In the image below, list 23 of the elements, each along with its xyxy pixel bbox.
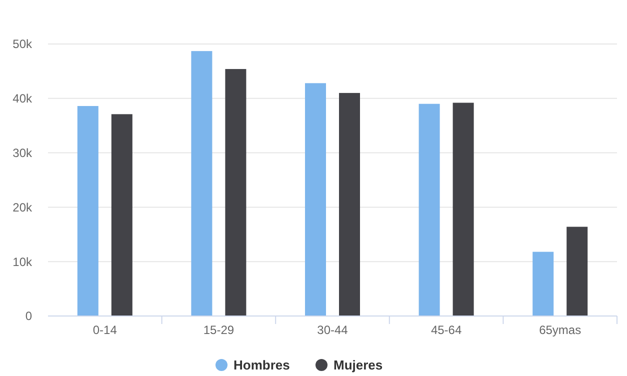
y-tick-label: 40k — [12, 92, 33, 106]
y-tick-label: 50k — [12, 37, 33, 52]
x-tick-label: 65ymas — [539, 323, 582, 337]
bar — [111, 114, 132, 316]
y-tick-label: 30k — [12, 146, 33, 160]
y-tick-label: 0 — [25, 309, 32, 324]
legend-label: Mujeres — [334, 358, 383, 373]
x-tick-label: 15-29 — [203, 323, 234, 337]
y-tick-label: 20k — [12, 200, 33, 214]
bar — [532, 252, 554, 316]
bar — [305, 83, 326, 316]
bar — [77, 106, 98, 316]
x-tick-label: 0-14 — [92, 323, 118, 337]
x-tick-label: 45-64 — [430, 323, 462, 337]
bar — [418, 104, 440, 316]
bar — [339, 92, 360, 316]
y-tick-label: 10k — [12, 254, 33, 269]
x-tick-label: 30-44 — [317, 323, 348, 337]
bar — [225, 69, 246, 316]
bar — [452, 102, 474, 316]
legend-label: Hombres — [234, 358, 290, 373]
bar — [566, 226, 588, 316]
bar — [191, 51, 212, 316]
